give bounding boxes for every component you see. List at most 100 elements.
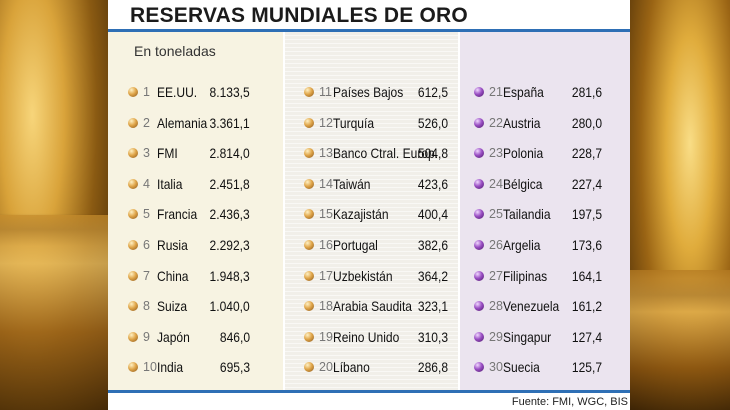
bullet-icon <box>304 148 314 159</box>
table-row: 10 India 695,3 <box>128 356 250 378</box>
table-row: 26 Argelia 173,6 <box>474 234 602 256</box>
reserve-value: 197,5 <box>571 206 602 223</box>
country-name: Filipinas <box>503 267 548 284</box>
table-row: 17 Uzbekistán 364,2 <box>304 265 448 287</box>
country-name: Venezuela <box>503 298 560 315</box>
reserve-value: 286,8 <box>417 359 448 376</box>
column-divider <box>283 32 285 390</box>
table-row: 8 Suiza 1.040,0 <box>128 295 250 317</box>
gold-reserves-panel: RESERVAS MUNDIALES DE ORO En toneladas 1… <box>108 0 630 410</box>
bullet-icon <box>304 301 314 312</box>
table-row: 15 Kazajistán 400,4 <box>304 203 448 225</box>
country-name: Austria <box>503 114 541 131</box>
country-name: Reino Unido <box>333 328 400 345</box>
bullet-icon <box>474 148 484 159</box>
rank-number: 10 <box>143 360 157 375</box>
rank-number: 19 <box>319 329 333 344</box>
table-row: 1 EE.UU. 8.133,5 <box>128 81 250 103</box>
rank-number: 22 <box>489 115 503 130</box>
reserve-value: 382,6 <box>417 237 448 253</box>
bullet-icon <box>474 362 484 373</box>
bullet-icon <box>474 331 484 342</box>
rank-number: 3 <box>143 146 150 161</box>
reserve-value: 400,4 <box>417 206 448 223</box>
country-name: EE.UU. <box>157 84 198 100</box>
column-divider <box>458 32 460 390</box>
bullet-icon <box>474 178 484 189</box>
country-name: Taiwán <box>333 175 371 192</box>
table-row: 9 Japón 846,0 <box>128 326 250 348</box>
reserve-value: 423,6 <box>417 175 448 192</box>
bullet-icon <box>304 178 314 189</box>
rank-number: 24 <box>489 176 503 191</box>
table-row: 12 Turquía 526,0 <box>304 112 448 134</box>
footer-rule <box>108 390 630 393</box>
gold-bars-background-right <box>630 0 730 410</box>
country-name: FMI <box>157 145 178 162</box>
rank-number: 11 <box>319 85 332 99</box>
reserve-value: 1.948,3 <box>209 267 250 284</box>
table-row: 25 Tailandia 197,5 <box>474 203 602 225</box>
rank-number: 7 <box>143 268 150 283</box>
country-name: Alemania <box>157 114 208 131</box>
reserve-value: 228,7 <box>571 145 602 162</box>
country-name: Italia <box>157 175 183 192</box>
bullet-icon <box>304 209 314 220</box>
reserve-value: 2.814,0 <box>209 145 250 162</box>
bullet-icon <box>128 178 138 189</box>
rank-number: 1 <box>143 85 150 99</box>
footer <box>108 393 630 410</box>
table-row: 2 Alemania 3.361,1 <box>128 112 250 134</box>
table-row: 7 China 1.948,3 <box>128 265 250 287</box>
reserve-value: 323,1 <box>417 298 448 315</box>
country-name: Argelia <box>503 237 541 253</box>
reserve-value: 2.451,8 <box>209 175 250 192</box>
country-name: Portugal <box>333 237 378 253</box>
country-name: Bélgica <box>503 175 543 192</box>
reserve-value: 281,6 <box>571 84 602 100</box>
table-row: 24 Bélgica 227,4 <box>474 173 602 195</box>
reserve-value: 846,0 <box>219 328 250 345</box>
table-row: 14 Taiwán 423,6 <box>304 173 448 195</box>
country-name: Banco Ctral. Europ. <box>333 145 439 162</box>
table-row: 27 Filipinas 164,1 <box>474 265 602 287</box>
rank-number: 13 <box>319 146 333 161</box>
reserve-value: 612,5 <box>417 84 448 100</box>
country-name: Rusia <box>157 237 188 253</box>
rank-number: 4 <box>143 176 150 191</box>
rank-number: 25 <box>489 207 503 222</box>
country-name: Kazajistán <box>333 206 389 223</box>
bullet-icon <box>128 301 138 312</box>
reserve-value: 280,0 <box>571 114 602 131</box>
rank-number: 8 <box>143 299 150 314</box>
rank-number: 17 <box>319 268 333 283</box>
table-row: 29 Singapur 127,4 <box>474 326 602 348</box>
rank-number: 18 <box>319 299 333 314</box>
reserve-value: 695,3 <box>219 359 250 376</box>
bullet-icon <box>304 270 314 281</box>
title-bar: RESERVAS MUNDIALES DE ORO <box>108 0 630 32</box>
bullet-icon <box>474 209 484 220</box>
reserve-value: 164,1 <box>571 267 602 284</box>
country-name: España <box>503 84 544 100</box>
table-row: 16 Portugal 382,6 <box>304 234 448 256</box>
bullet-icon <box>304 117 314 128</box>
rank-number: 21 <box>489 85 503 99</box>
bullet-icon <box>128 331 138 342</box>
bullet-icon <box>474 87 484 97</box>
column-ranks-21-30 <box>459 32 630 390</box>
rank-number: 9 <box>143 329 150 344</box>
bullet-icon <box>474 270 484 281</box>
rank-number: 23 <box>489 146 503 161</box>
gold-bars-background-left <box>0 0 108 410</box>
table-row: 20 Líbano 286,8 <box>304 356 448 378</box>
bullet-icon <box>128 362 138 373</box>
bullet-icon <box>128 87 138 97</box>
reserve-value: 173,6 <box>571 237 602 253</box>
chart-title: RESERVAS MUNDIALES DE ORO <box>130 4 468 27</box>
bullet-icon <box>474 240 484 250</box>
country-name: Países Bajos <box>333 84 404 100</box>
reserve-value: 2.436,3 <box>209 206 250 223</box>
source-note: Fuente: FMI, WGC, BIS <box>505 396 628 408</box>
rank-number: 2 <box>143 115 150 130</box>
